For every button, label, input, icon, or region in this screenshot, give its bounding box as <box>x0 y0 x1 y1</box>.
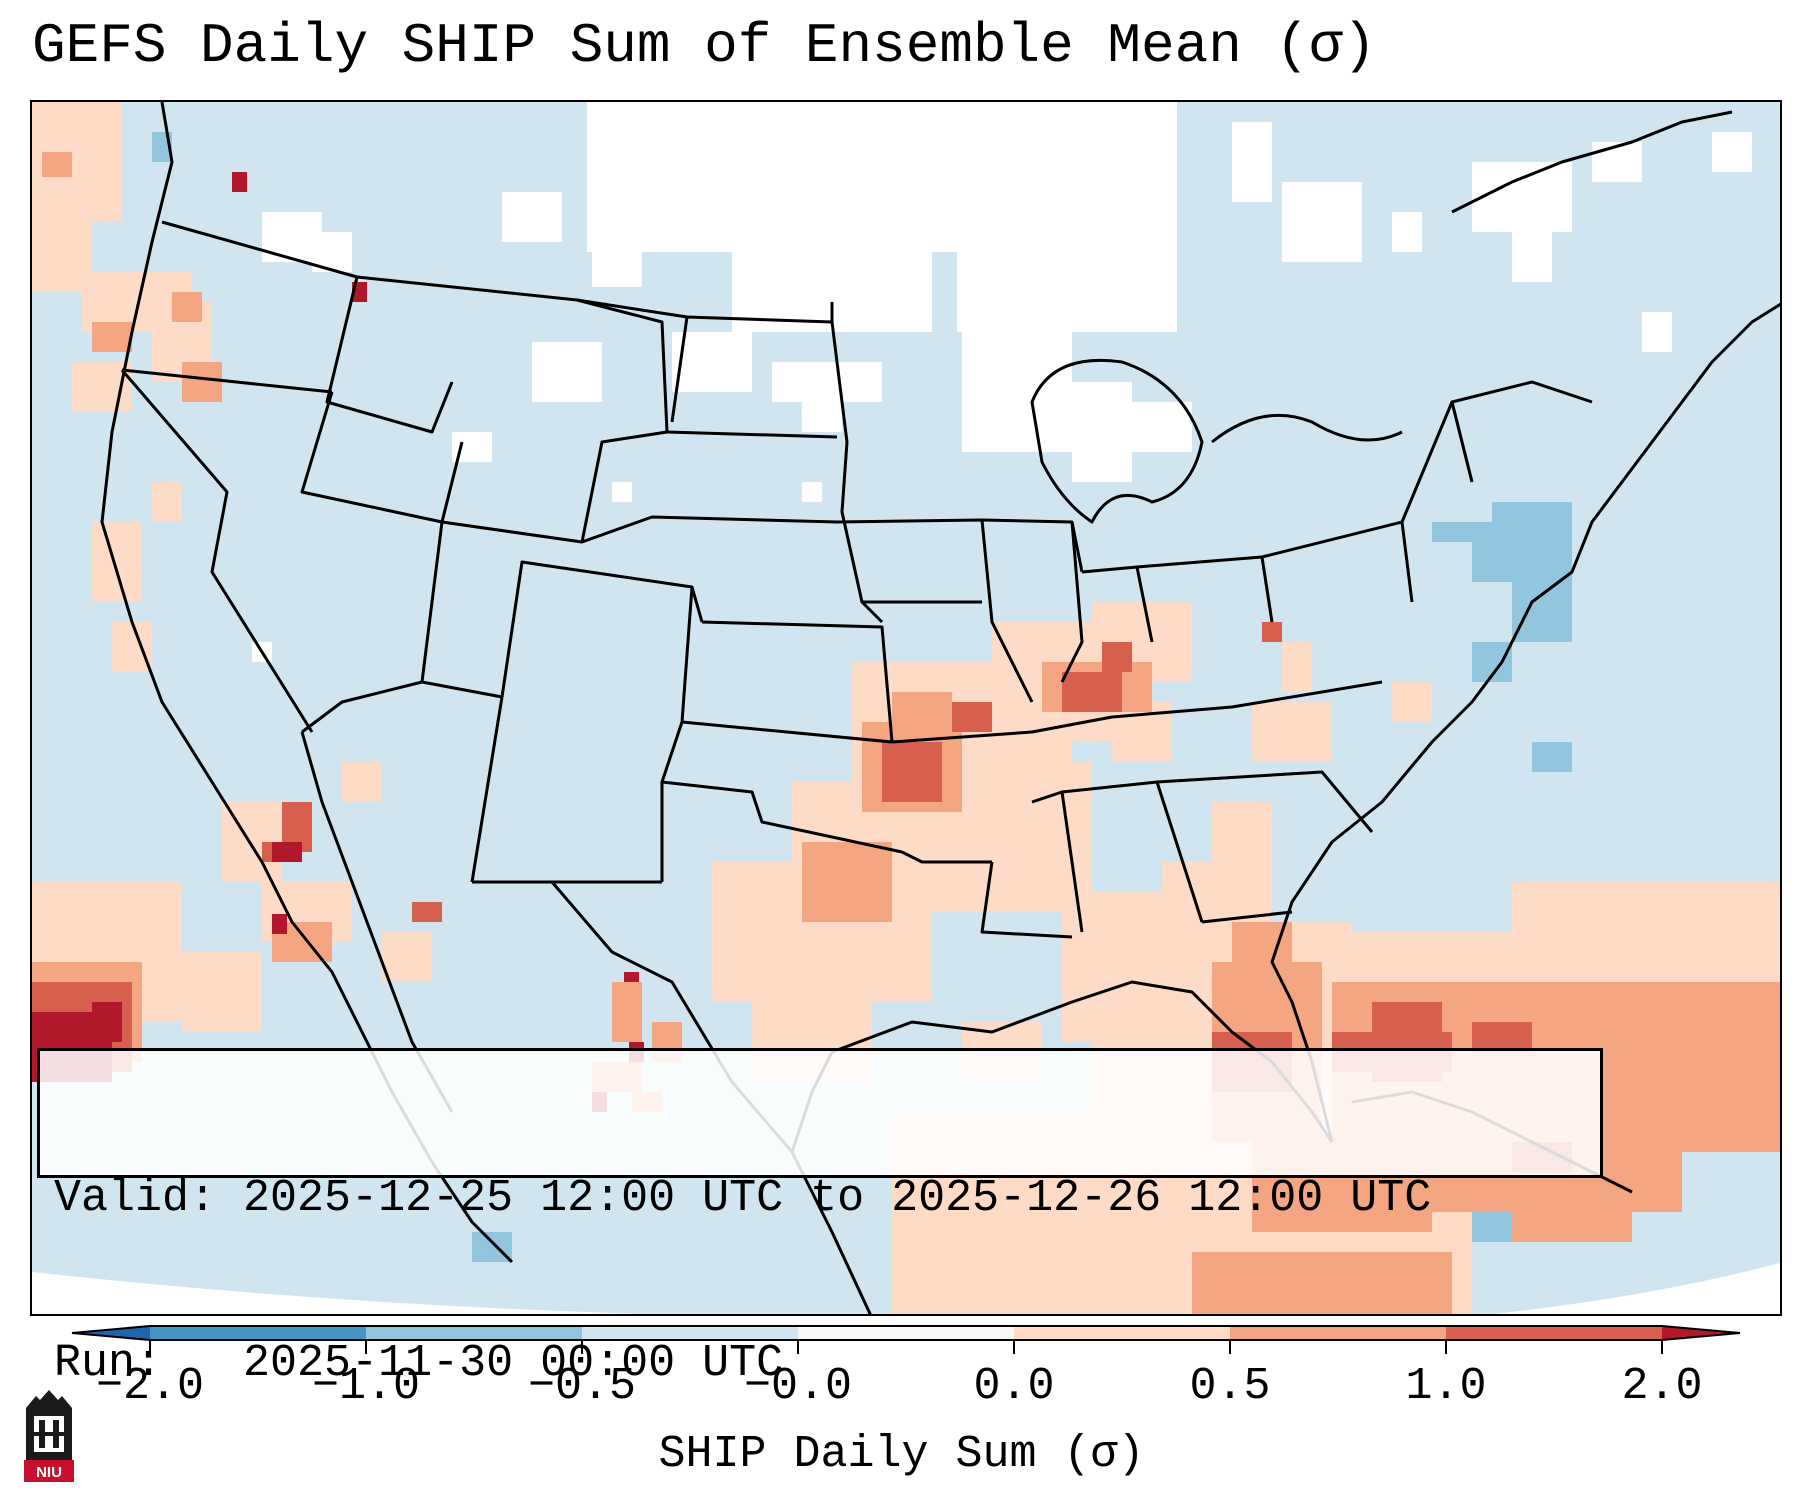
run-row: Run: 2025-11-30 00:00 UTC <box>54 1336 1600 1391</box>
colorbar-tick-label: 1.0 <box>1405 1361 1487 1412</box>
colorbar-tick-label: −0.5 <box>527 1361 637 1412</box>
colorbar-tick-label: −0.0 <box>743 1361 853 1412</box>
valid-value: 2025-12-25 12:00 UTC to 2025-12-26 12:00… <box>243 1173 1432 1224</box>
colorbar-label: SHIP Daily Sum (σ) <box>658 1429 1145 1480</box>
valid-run-info-box: Valid: 2025-12-25 12:00 UTC to 2025-12-2… <box>37 1048 1603 1389</box>
colorbar-extend-max <box>1662 1326 1740 1340</box>
svg-text:NIU: NIU <box>36 1464 62 1481</box>
projection-edge-right <box>1492 1263 1780 1314</box>
colorbar-tick-label: −2.0 <box>95 1361 205 1412</box>
colorbar-tick-label: 2.0 <box>1621 1361 1703 1412</box>
run-label: Run: <box>54 1338 163 1389</box>
colorbar-tick-label: −1.0 <box>311 1361 421 1412</box>
colorbar-tick-label: 0.0 <box>973 1361 1055 1412</box>
colorbar-tick-label: 0.5 <box>1189 1361 1271 1412</box>
state-boundaries <box>120 220 1593 939</box>
atlantic-negative-anomalies <box>152 132 1572 1262</box>
projection-edge-left <box>32 1272 645 1314</box>
page-title: GEFS Daily SHIP Sum of Ensemble Mean (σ) <box>32 14 1377 78</box>
valid-row: Valid: 2025-12-25 12:00 UTC to 2025-12-2… <box>54 1171 1600 1226</box>
run-value: 2025-11-30 00:00 UTC <box>243 1338 784 1389</box>
no-signal-regions <box>252 102 1752 662</box>
projection-edge-top-right <box>1712 102 1780 475</box>
valid-label: Valid: <box>54 1173 217 1224</box>
niu-logo-icon: NIU <box>24 1390 74 1482</box>
